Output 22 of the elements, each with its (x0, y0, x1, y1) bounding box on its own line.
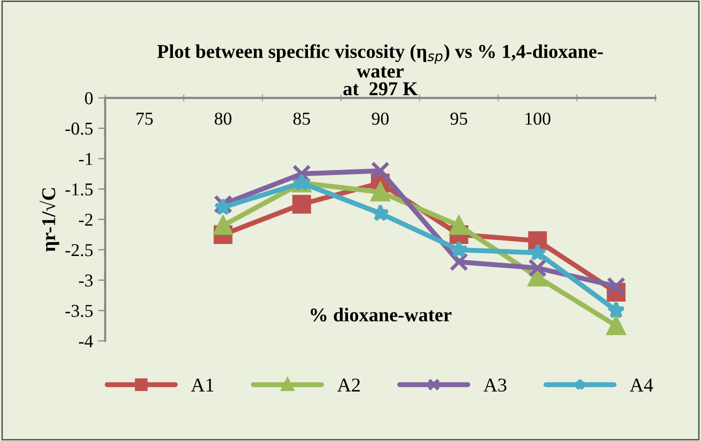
legend-label: A4 (630, 378, 654, 392)
y-tick-label: -3 (78, 274, 93, 287)
legend-label: A3 (484, 378, 506, 392)
x-tick-label: 100 (526, 112, 550, 125)
x-tick-label: 80 (214, 112, 232, 125)
y-tick-label: -2 (78, 214, 92, 226)
y-tick-label: -4 (78, 335, 94, 348)
y-tick-label: -1 (78, 152, 92, 165)
y-tick-label: -0.5 (65, 122, 93, 135)
x-axis-title: % dioxane-water (310, 308, 452, 322)
x-tick-label: 85 (293, 112, 310, 125)
legend-label: A2 (337, 378, 360, 392)
chart-title: Plot between specific viscosity (η$_{sp}$) vs % 1,4-dioxane- water at 297 K (157, 44, 603, 96)
y-tick-label: -1.5 (65, 183, 93, 196)
legend-label: A1 (191, 378, 214, 392)
x-tick-label: 75 (136, 112, 153, 125)
x-tick-label: 95 (450, 112, 468, 125)
y-axis-title: ηr-1/√C (40, 188, 60, 252)
x-tick-label: 90 (372, 112, 389, 125)
y-tick-label: -3.5 (65, 304, 93, 318)
y-tick-label: 0 (85, 92, 93, 104)
y-tick-label: -2.5 (65, 244, 93, 256)
